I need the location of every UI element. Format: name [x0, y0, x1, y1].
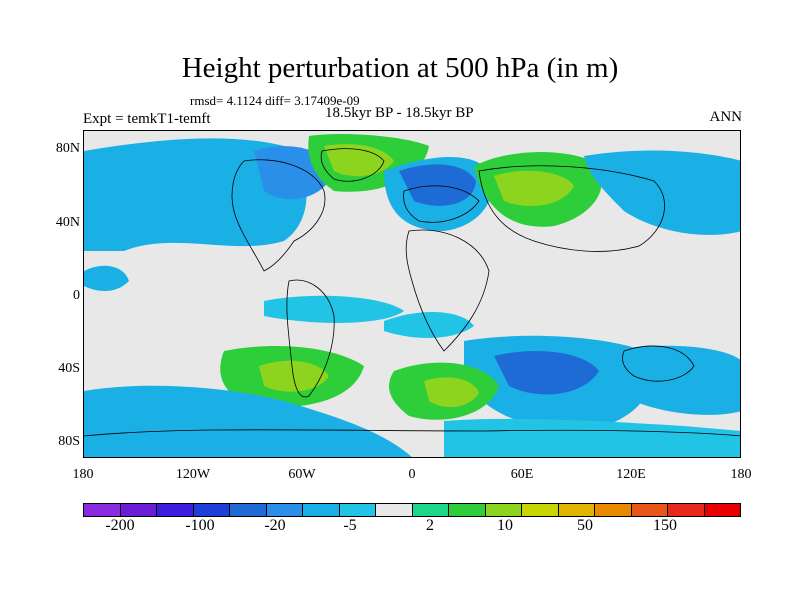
- lat-label: 80N: [55, 141, 80, 156]
- colorbar-swatch: [193, 504, 230, 516]
- lat-label: 40S: [58, 361, 80, 376]
- lon-label: 0: [408, 467, 416, 482]
- colorbar-swatch: [668, 504, 705, 516]
- lat-label: 80S: [58, 434, 80, 449]
- lat-label: 40N: [55, 215, 80, 230]
- colorbar-swatch: [120, 504, 157, 516]
- colorbar-label: 2: [426, 517, 434, 534]
- colorbar-swatch: [522, 504, 559, 516]
- colorbar-swatch: [595, 504, 632, 516]
- colorbar-swatch: [230, 504, 267, 516]
- colorbar-swatch: [266, 504, 303, 516]
- period-label: 18.5kyr BP - 18.5kyr BP: [325, 105, 474, 121]
- lon-label: 120W: [175, 467, 211, 482]
- map-svg: [84, 131, 740, 457]
- stats-text: rmsd= 4.1124 diff= 3.17409e-09: [190, 93, 360, 108]
- map-frame: [83, 130, 741, 458]
- colorbar-swatch: [412, 504, 449, 516]
- colorbar-label: -5: [343, 517, 357, 534]
- colorbar-swatch: [84, 504, 121, 516]
- colorbar-swatch: [339, 504, 376, 516]
- colorbar-label: 10: [497, 517, 513, 534]
- lon-label: 120E: [616, 467, 646, 482]
- lon-label: 60E: [510, 467, 534, 482]
- colorbar-label: -200: [105, 517, 135, 534]
- colorbar-swatch: [376, 504, 413, 516]
- plot-title: Height perturbation at 500 hPa (in m): [181, 52, 619, 84]
- contour-fills: [84, 134, 740, 457]
- lon-label: 60W: [288, 467, 316, 482]
- lat-label: 0: [73, 288, 80, 303]
- colorbar-swatch: [631, 504, 668, 516]
- experiment-label: Expt = temkT1-temft: [83, 111, 211, 127]
- coastlines: [84, 148, 740, 437]
- colorbar-label: -100: [185, 517, 215, 534]
- colorbar-swatch: [485, 504, 522, 516]
- colorbar-label: 150: [653, 517, 677, 534]
- colorbar-swatch: [449, 504, 486, 516]
- colorbar-swatch: [704, 504, 740, 516]
- season-label: ANN: [709, 109, 743, 125]
- lon-label: 180: [730, 467, 752, 482]
- colorbar: [83, 503, 741, 517]
- colorbar-swatch: [558, 504, 595, 516]
- colorbar-swatch: [157, 504, 194, 516]
- colorbar-label: 50: [577, 517, 593, 534]
- lon-label: 180: [72, 467, 94, 482]
- colorbar-swatch: [303, 504, 340, 516]
- colorbar-label: -20: [264, 517, 286, 534]
